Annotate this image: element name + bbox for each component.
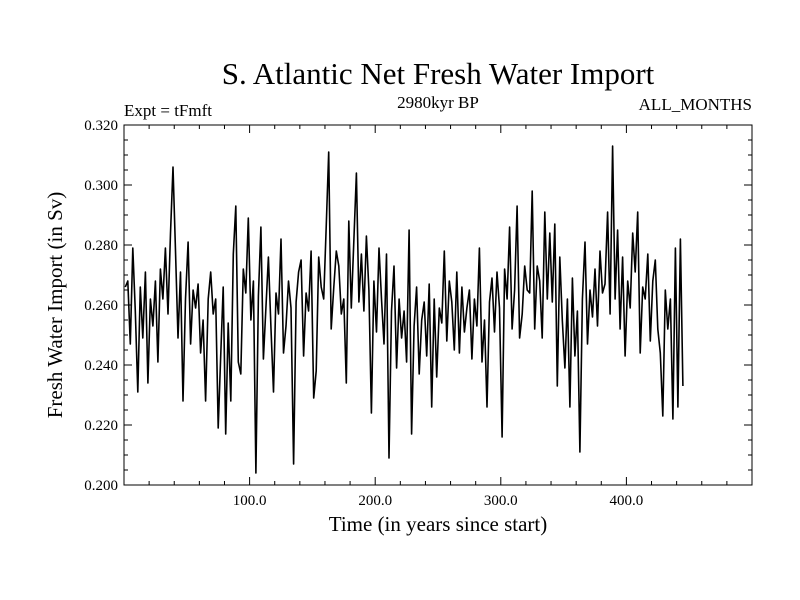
months-label: ALL_MONTHS	[639, 95, 752, 114]
plot-frame	[123, 124, 753, 486]
experiment-label: Expt = tFmft	[124, 101, 212, 120]
x-axis-label: Time (in years since start)	[329, 512, 548, 536]
y-tick-label: 0.220	[84, 418, 118, 434]
subtitle-label: 2980kyr BP	[397, 93, 479, 112]
y-tick-label: 0.320	[84, 118, 118, 134]
series-line-fresh-water-import	[124, 145, 684, 474]
x-tick-label: 300.0	[484, 493, 518, 509]
x-axis: 100.0 200.0 300.0 400.0	[148, 125, 728, 509]
x-tick-label: 200.0	[358, 493, 392, 509]
y-tick-label: 0.200	[84, 478, 118, 494]
chart-title: S. Atlantic Net Fresh Water Import	[222, 56, 655, 91]
y-tick-label: 0.240	[84, 358, 118, 374]
y-axis: 0.200 0.220 0.240 0.260 0.280 0.300 0.320	[84, 118, 752, 494]
y-axis-label: Fresh Water Import (in Sv)	[43, 192, 67, 419]
y-tick-label: 0.300	[84, 178, 118, 194]
y-tick-label: 0.260	[84, 298, 118, 314]
x-tick-label: 100.0	[233, 493, 267, 509]
y-tick-label: 0.280	[84, 238, 118, 254]
x-tick-label: 400.0	[610, 493, 644, 509]
